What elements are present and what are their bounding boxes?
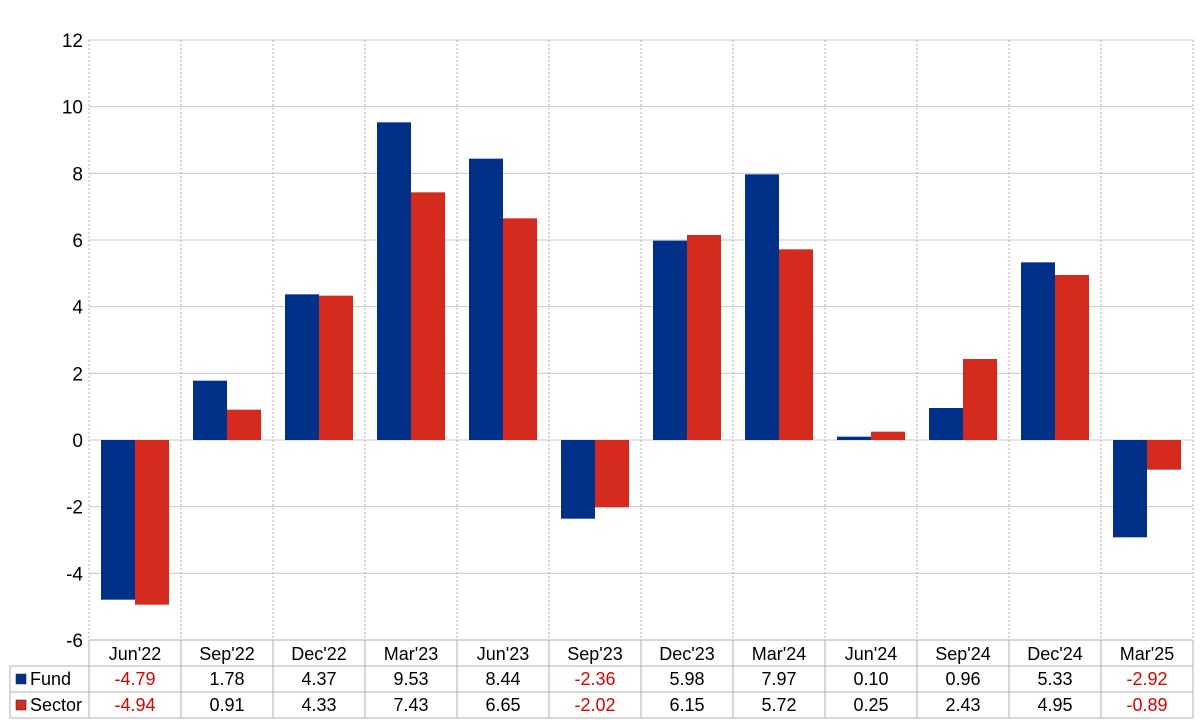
data-label-sector: -4.94 — [114, 695, 155, 715]
data-label-sector: 5.72 — [761, 695, 796, 715]
x-tick-label: Dec'24 — [1027, 644, 1082, 664]
bar-sector-0 — [135, 440, 169, 605]
bar-sector-8 — [871, 431, 905, 440]
y-axis-ticks: 12 10 8 6 4 2 0 -2 -4 -6 — [62, 31, 84, 652]
y-tick-label: 0 — [72, 431, 83, 452]
data-label-sector: 0.91 — [209, 695, 244, 715]
y-tick-label: 6 — [72, 231, 83, 252]
bar-fund-6 — [653, 240, 687, 440]
data-label-sector: 6.65 — [485, 695, 520, 715]
bar-fund-2 — [285, 294, 319, 440]
bar-fund-9 — [929, 408, 963, 440]
data-label-fund: 0.10 — [853, 669, 888, 689]
bar-sector-11 — [1147, 440, 1181, 470]
y-tick-label: 8 — [72, 164, 83, 185]
legend-swatch-fund — [15, 673, 27, 685]
y-tick-label: 4 — [72, 298, 83, 319]
data-label-sector: 7.43 — [393, 695, 428, 715]
data-label-fund: 9.53 — [393, 669, 428, 689]
data-label-fund: -2.92 — [1126, 669, 1167, 689]
bar-fund-5 — [561, 440, 595, 519]
legend-swatch-sector — [15, 699, 27, 711]
bar-sector-5 — [595, 440, 629, 508]
data-label-fund: -4.79 — [114, 669, 155, 689]
y-tick-label: -6 — [66, 631, 83, 652]
data-label-fund: 4.37 — [301, 669, 336, 689]
data-table: Jun'22 Sep'22 Dec'22 Mar'23 Jun'23 Sep'23 Dec'… — [9, 639, 1194, 719]
data-label-sector: 6.15 — [669, 695, 704, 715]
data-label-sector: 4.33 — [301, 695, 336, 715]
bar-sector-2 — [319, 295, 353, 440]
bar-fund-1 — [193, 380, 227, 440]
x-tick-label: Mar'25 — [1120, 644, 1174, 664]
x-tick-label: Sep'23 — [567, 644, 623, 664]
bar-sector-3 — [411, 192, 445, 440]
bar-fund-3 — [377, 122, 411, 440]
data-label-sector: 0.25 — [853, 695, 888, 715]
x-tick-label: Sep'22 — [199, 644, 255, 664]
bar-fund-4 — [469, 158, 503, 440]
data-label-fund: 5.98 — [669, 669, 704, 689]
data-label-fund: 1.78 — [209, 669, 244, 689]
x-tick-label: Jun'22 — [109, 644, 161, 664]
bars — [101, 122, 1181, 605]
x-tick-label: Mar'23 — [384, 644, 438, 664]
legend-label-sector: Sector — [30, 695, 82, 715]
bar-sector-7 — [779, 249, 813, 440]
data-label-sector: 2.43 — [945, 695, 980, 715]
y-tick-label: -2 — [66, 498, 83, 519]
grid — [88, 39, 1194, 641]
data-label-fund: 5.33 — [1037, 669, 1072, 689]
data-label-fund: 0.96 — [945, 669, 980, 689]
y-tick-label: 10 — [62, 98, 83, 119]
y-tick-label: 12 — [62, 31, 83, 52]
bar-sector-6 — [687, 235, 721, 440]
bar-sector-1 — [227, 409, 261, 440]
x-tick-label: Dec'23 — [659, 644, 714, 664]
x-tick-label: Sep'24 — [935, 644, 991, 664]
data-label-fund: -2.36 — [574, 669, 615, 689]
bar-fund-7 — [745, 174, 779, 441]
y-tick-label: 2 — [72, 364, 83, 385]
legend-label-fund: Fund — [30, 669, 71, 689]
x-tick-label: Jun'23 — [477, 644, 529, 664]
x-tick-label: Mar'24 — [752, 644, 806, 664]
bar-fund-8 — [837, 436, 871, 440]
y-tick-label: -4 — [66, 564, 83, 585]
data-label-sector: -0.89 — [1126, 695, 1167, 715]
bar-fund-0 — [101, 440, 135, 600]
data-label-fund: 8.44 — [485, 669, 520, 689]
bar-fund-10 — [1021, 262, 1055, 440]
bar-sector-10 — [1055, 275, 1089, 440]
x-tick-label: Dec'22 — [291, 644, 346, 664]
data-label-sector: 4.95 — [1037, 695, 1072, 715]
bar-fund-11 — [1113, 440, 1147, 538]
data-label-fund: 7.97 — [761, 669, 796, 689]
x-tick-label: Jun'24 — [845, 644, 897, 664]
bar-sector-4 — [503, 218, 537, 440]
data-label-sector: -2.02 — [574, 695, 615, 715]
bar-sector-9 — [963, 359, 997, 440]
